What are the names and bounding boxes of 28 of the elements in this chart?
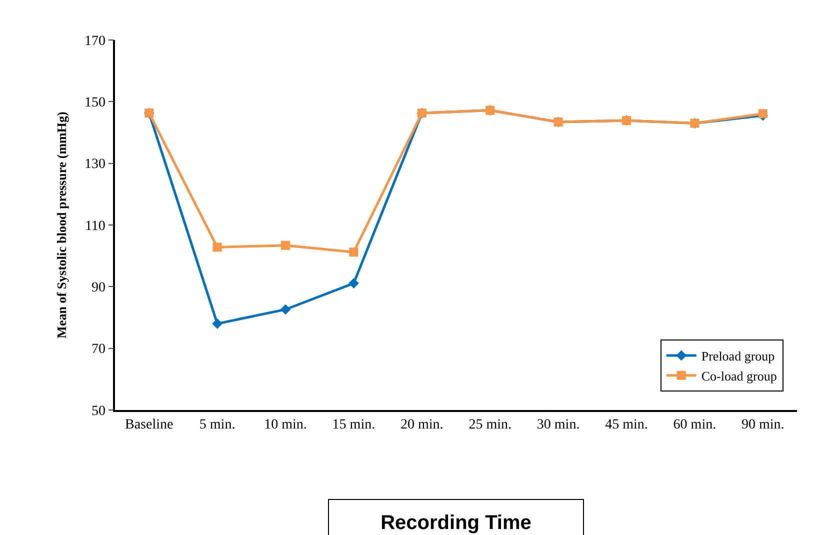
legend-label: Co-load group <box>701 368 777 384</box>
x-tick-label: 60 min. <box>673 418 716 433</box>
point <box>281 240 290 250</box>
y-tick-label: 90 <box>91 280 106 296</box>
point <box>212 318 222 329</box>
x-tick-label: 30 min. <box>536 418 580 433</box>
x-tick-label: 25 min. <box>468 418 512 433</box>
y-axis-title: Mean of Systolic blood pressure (mmHg) <box>54 112 69 338</box>
x-tick-label: 15 min. <box>332 418 376 433</box>
x-tick-label: 20 min. <box>400 418 444 433</box>
point <box>348 278 359 288</box>
y-tick-label: 150 <box>84 96 106 111</box>
y-tick-label: 70 <box>91 342 106 358</box>
point <box>349 248 358 257</box>
y-tick-label: 170 <box>84 34 106 49</box>
point <box>758 109 768 118</box>
y-tick-label: 130 <box>84 157 106 172</box>
point <box>280 304 291 315</box>
x-tick-label: 10 min. <box>264 418 307 433</box>
x-tick-label: 45 min. <box>605 418 648 433</box>
x-tick-label: Baseline <box>124 418 174 433</box>
x-tick-label: 5 min. <box>199 418 236 433</box>
y-tick-label: 110 <box>84 218 106 234</box>
point <box>212 242 222 252</box>
y-tick-label: 50 <box>91 404 106 419</box>
legend-label: Preload group <box>701 348 775 364</box>
x-axis-title: Recording Time <box>380 512 532 534</box>
x-tick-label: 90 min. <box>742 418 784 433</box>
